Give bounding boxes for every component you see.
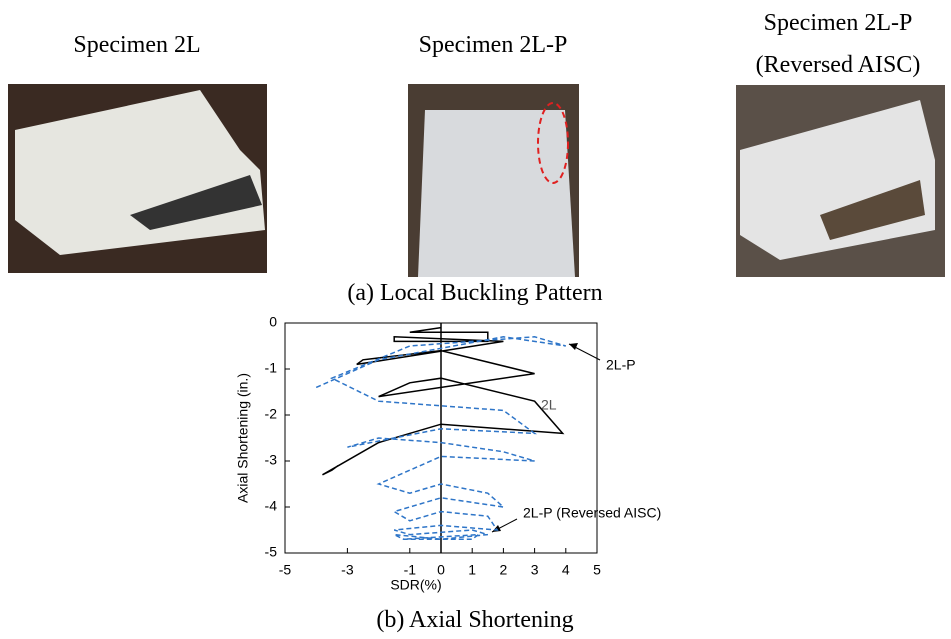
y-axis-label: Axial Shortening (in.)	[235, 373, 251, 503]
x-tick-label: 4	[562, 562, 570, 578]
series-line	[322, 326, 565, 476]
x-tick-label: -1	[404, 562, 417, 578]
annotation: 2L	[541, 397, 557, 413]
annotation: 2L-P (Reversed AISC)	[523, 505, 661, 521]
x-axis-label: SDR(%)	[390, 577, 441, 593]
y-tick-label: -3	[265, 452, 278, 468]
specimen-title: Specimen 2L-P	[764, 10, 913, 36]
caption: (b) Axial Shortening	[376, 607, 573, 633]
chart: -5 -3 -1 0 1 2 3 4 5 0 -1 -2 -3 -4 -5 SDR(%) Axial Short…	[235, 314, 662, 593]
x-tick-label: 5	[593, 562, 601, 578]
series-line	[315, 336, 567, 540]
specimen-title: Specimen 2L-P	[419, 32, 568, 58]
photo	[408, 84, 579, 277]
y-tick-label: -4	[265, 498, 278, 514]
arrow-head	[569, 343, 578, 350]
x-tick-label: -5	[279, 562, 292, 578]
x-tick-label: 0	[437, 562, 445, 578]
photo	[736, 85, 945, 277]
x-tick-label: 1	[468, 562, 476, 578]
y-tick-label: -1	[265, 360, 278, 376]
x-tick-label: 2	[500, 562, 508, 578]
specimen-title: Specimen 2L	[73, 32, 200, 58]
specimen-title: (Reversed AISC)	[756, 52, 921, 78]
x-tick-label: 3	[531, 562, 539, 578]
photo	[8, 84, 267, 273]
y-tick-label: -5	[265, 544, 278, 560]
y-tick-label: -2	[265, 406, 278, 422]
x-tick-label: -3	[341, 562, 354, 578]
y-tick-label: 0	[269, 314, 277, 330]
caption: (a) Local Buckling Pattern	[347, 280, 602, 306]
annotation: 2L-P	[606, 357, 636, 373]
